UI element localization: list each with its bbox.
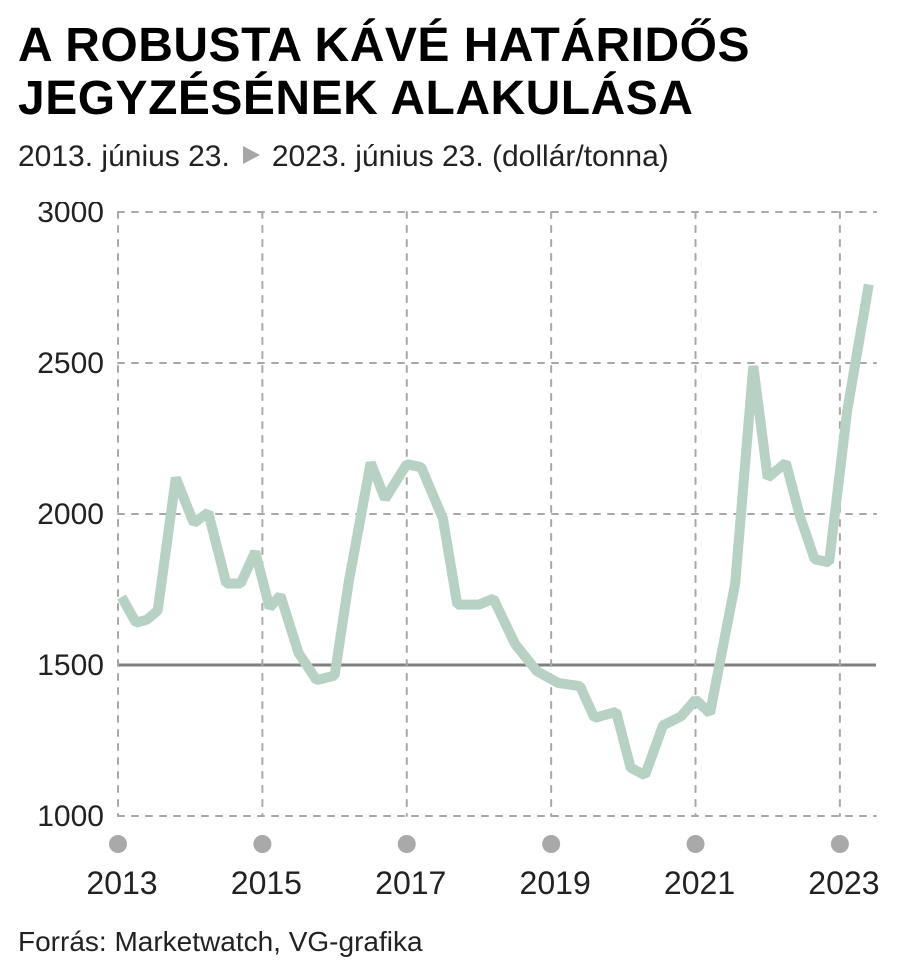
x-tick-label: 2013 [86, 865, 157, 901]
y-tick-label: 1000 [37, 800, 104, 833]
subtitle-to: 2023. június 23. (dollár/tonna) [272, 140, 669, 174]
x-axis-dot [109, 835, 127, 853]
x-axis-dot [253, 835, 271, 853]
y-tick-label: 2000 [37, 498, 104, 531]
y-tick-label: 1500 [37, 649, 104, 682]
x-tick-label: 2021 [664, 865, 735, 901]
subtitle-from: 2013. június 23. [18, 140, 230, 174]
chart-area: 1000 1500 2000 2500 3000 2013 2015 2017 2019 2021… [18, 202, 882, 916]
x-axis-dot [831, 835, 849, 853]
x-axis-dot [398, 835, 416, 853]
y-tick-label: 3000 [37, 202, 104, 229]
y-tick-label: 2500 [37, 347, 104, 380]
right-triangle-icon [240, 140, 262, 174]
source-text: Forrás: Marketwatch, VG-grafika [18, 926, 882, 958]
line-chart: 1000 1500 2000 2500 3000 2013 2015 2017 2019 2021… [18, 202, 882, 916]
x-tick-label: 2023 [808, 865, 879, 901]
x-tick-label: 2017 [375, 865, 446, 901]
x-axis-dot [687, 835, 705, 853]
x-axis-dot [542, 835, 560, 853]
x-tick-label: 2019 [520, 865, 591, 901]
subtitle: 2013. június 23. 2023. június 23. (dollá… [18, 140, 882, 174]
x-tick-label: 2015 [231, 865, 302, 901]
chart-title: A ROBUSTA KÁVÉ HATÁRIDŐS JEGYZÉSÉNEK ALA… [18, 20, 882, 126]
